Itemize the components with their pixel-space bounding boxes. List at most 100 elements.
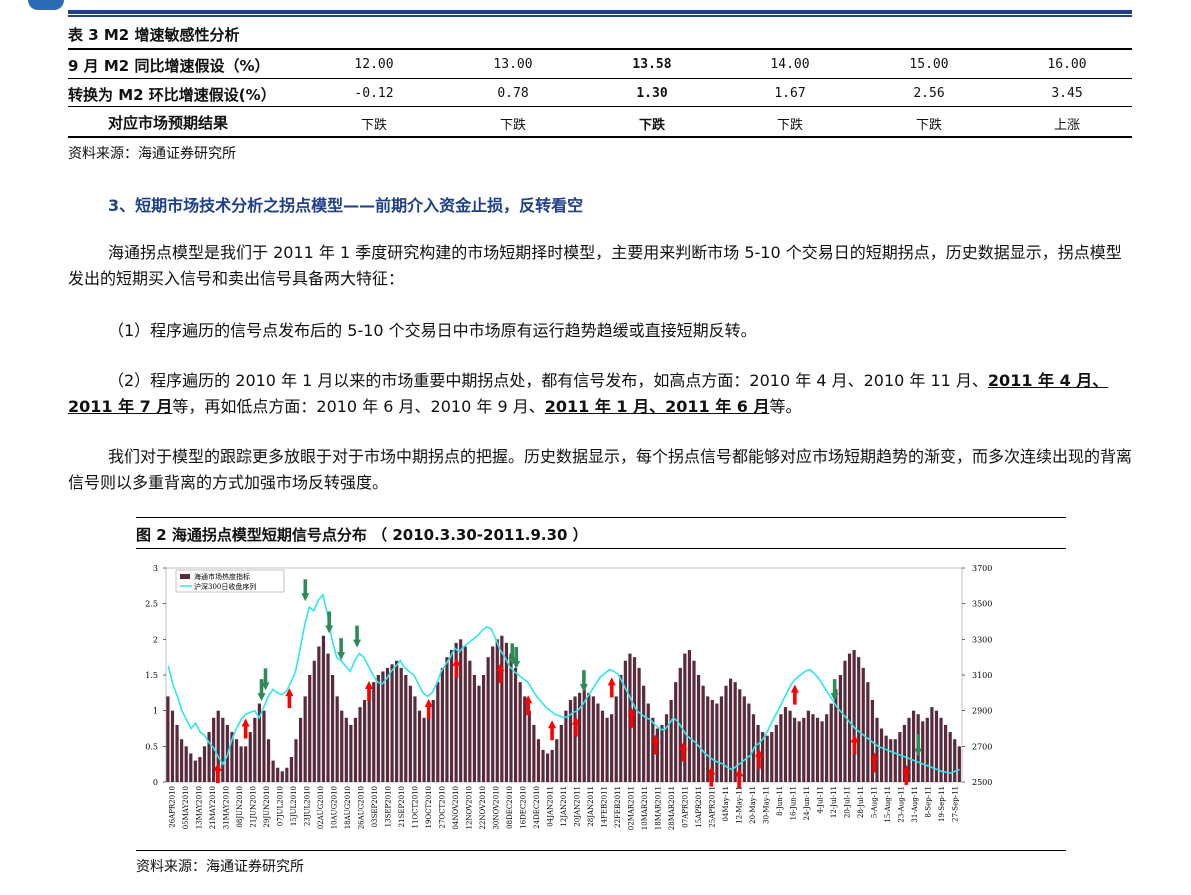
left-tick-label: 2.5 bbox=[145, 600, 158, 609]
buy-signal-arrow bbox=[213, 763, 222, 784]
company-logo bbox=[28, 0, 64, 10]
heat-bar bbox=[765, 735, 769, 782]
heat-bar bbox=[719, 696, 724, 782]
heat-bar bbox=[761, 732, 765, 782]
sell-signal-arrow bbox=[257, 679, 266, 702]
table-row-label: 9 月 M2 同比增速假设（%） bbox=[68, 57, 270, 75]
heat-bar bbox=[742, 696, 746, 782]
heat-bar bbox=[838, 675, 842, 782]
table-cell: 下跌 bbox=[499, 118, 526, 133]
heat-bar bbox=[340, 710, 344, 782]
heat-bar bbox=[216, 710, 220, 782]
heat-bar bbox=[587, 692, 591, 782]
figure-bottom-rule bbox=[136, 850, 1066, 851]
x-tick-label: 23JUL2010 bbox=[304, 786, 312, 826]
sell-signal-arrow bbox=[830, 679, 839, 702]
heat-bar bbox=[669, 699, 673, 782]
heat-bar bbox=[802, 717, 806, 782]
sell-signal-arrow bbox=[914, 734, 923, 757]
heat-bar bbox=[449, 650, 454, 782]
x-tick-label: 02MAR2011 bbox=[627, 786, 635, 830]
x-tick-label: 16-Jun-11 bbox=[789, 786, 797, 820]
heat-bar bbox=[367, 689, 371, 782]
legend-label-hs300: 沪深300日收盘序列 bbox=[194, 582, 256, 591]
heat-bar bbox=[244, 746, 248, 782]
heat-bar bbox=[541, 749, 545, 782]
figure-title: 图 2 海通拐点模型短期信号点分布 （ 2010.3.30-2011.9.30 … bbox=[136, 526, 588, 544]
heat-bar bbox=[715, 703, 719, 782]
left-tick-label: 1 bbox=[153, 707, 158, 716]
heat-bar bbox=[509, 653, 513, 782]
heat-bar bbox=[564, 710, 568, 782]
heat-bar bbox=[820, 721, 824, 782]
heat-bar bbox=[655, 728, 659, 782]
heat-bar bbox=[948, 732, 952, 782]
right-tick-label: 3700 bbox=[972, 564, 992, 573]
heat-bar bbox=[779, 714, 783, 782]
x-tick-label: 16DEC2010 bbox=[520, 786, 528, 829]
x-tick-label: 22NOV2010 bbox=[479, 786, 487, 830]
heat-bar bbox=[285, 767, 289, 782]
heat-bar bbox=[536, 739, 541, 782]
heat-bar bbox=[660, 724, 664, 782]
heat-bar bbox=[651, 717, 655, 782]
heat-bar bbox=[847, 653, 852, 782]
table-row: 转换为 M2 环比增速假设(%） -0.12 0.78 1.30 1.67 2.56 3.4… bbox=[68, 79, 1132, 107]
heat-bar bbox=[234, 739, 239, 782]
paragraph-3-highlight-highs: 2011 年 4 月、2011 年 7 月 bbox=[68, 371, 1109, 416]
heat-bar bbox=[344, 717, 348, 782]
buy-signal-arrow bbox=[651, 734, 660, 755]
table-cell: 13.58 bbox=[632, 57, 672, 72]
buy-signal-arrow bbox=[627, 707, 636, 728]
heat-bar bbox=[395, 660, 399, 782]
x-tick-label: 08DEC2010 bbox=[506, 786, 514, 829]
x-tick-label: 05MAY2010 bbox=[182, 786, 190, 829]
x-tick-label: 12NOV2010 bbox=[466, 786, 474, 830]
heat-bar bbox=[358, 707, 362, 782]
heat-bar bbox=[582, 689, 586, 782]
table-top-rule bbox=[68, 48, 1132, 50]
heat-bar bbox=[495, 639, 499, 782]
heat-bar bbox=[468, 660, 472, 782]
heat-bar bbox=[408, 685, 412, 782]
heat-bar bbox=[253, 717, 257, 782]
heat-bar bbox=[266, 739, 271, 782]
heat-bar bbox=[646, 703, 650, 782]
heat-bar bbox=[376, 675, 380, 782]
heat-bar bbox=[829, 703, 833, 782]
x-tick-label: 31-Aug-11 bbox=[911, 786, 919, 823]
paragraph-4: 我们对于模型的跟踪更多放眼于对于市场中期拐点的把握。历史数据显示，每个拐点信号都… bbox=[68, 444, 1132, 496]
heat-bar bbox=[518, 682, 522, 782]
table-cell: 上涨 bbox=[1053, 118, 1080, 133]
x-tick-label: 27OCT2010 bbox=[439, 786, 447, 829]
x-tick-label: 12-Jul-11 bbox=[830, 786, 838, 818]
heat-bar bbox=[870, 699, 875, 782]
heat-bar bbox=[239, 746, 243, 782]
x-tick-label: 02AUG2010 bbox=[317, 786, 325, 829]
x-tick-label: 15JUL2010 bbox=[290, 786, 298, 826]
heat-bar bbox=[696, 675, 701, 782]
heat-bar bbox=[532, 724, 536, 782]
heat-bar bbox=[893, 739, 897, 782]
x-tick-label: 19-Sep-11 bbox=[938, 786, 946, 822]
heat-bar bbox=[861, 667, 865, 782]
left-tick-label: 3 bbox=[153, 564, 158, 573]
x-tick-label: 04NOV2010 bbox=[452, 786, 460, 830]
heat-bar bbox=[477, 685, 481, 782]
heat-bar bbox=[559, 724, 563, 782]
heat-bar bbox=[417, 710, 422, 782]
x-tick-label: 8-Jun-11 bbox=[776, 786, 784, 816]
heat-bar bbox=[632, 657, 637, 782]
heat-bar bbox=[578, 692, 582, 782]
heat-bar bbox=[687, 650, 692, 782]
table-cell: 16.00 bbox=[1047, 57, 1087, 72]
legend-label-heat: 海通市场热度指标 bbox=[194, 572, 250, 581]
x-tick-label: 30-May-11 bbox=[762, 786, 770, 824]
x-tick-label: 20-Jul-11 bbox=[843, 786, 851, 818]
buy-signal-arrow bbox=[285, 688, 294, 709]
heat-bar bbox=[363, 699, 367, 782]
heat-bar bbox=[637, 667, 641, 782]
x-tick-label: 07APR2011 bbox=[681, 786, 689, 828]
heat-bar bbox=[271, 760, 275, 782]
buy-signal-arrow bbox=[850, 734, 859, 755]
